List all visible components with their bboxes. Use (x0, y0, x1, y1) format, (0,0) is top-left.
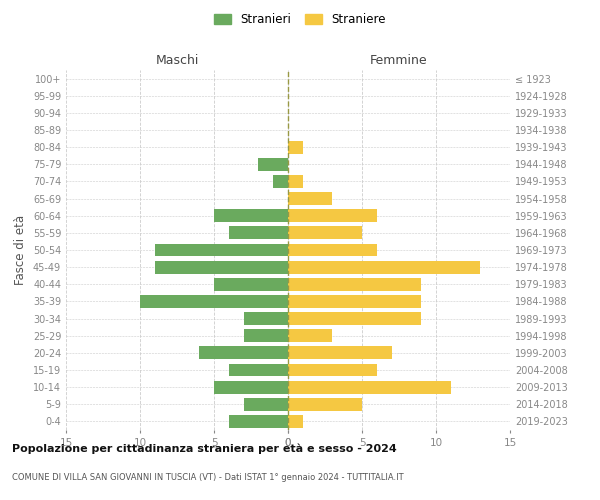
Bar (155, 260, 288, 274)
Bar (199, 346, 288, 360)
Bar (288, 380, 451, 394)
Bar (288, 244, 377, 256)
Bar (288, 346, 392, 360)
Bar (229, 415, 288, 428)
Bar (288, 364, 377, 376)
Bar (229, 364, 288, 376)
Bar (288, 330, 332, 342)
Bar (214, 380, 288, 394)
Bar (288, 210, 377, 222)
Bar (273, 175, 288, 188)
Bar (288, 415, 303, 428)
Bar (229, 226, 288, 239)
Legend: Stranieri, Straniere: Stranieri, Straniere (209, 8, 391, 31)
Bar (214, 210, 288, 222)
Bar (155, 244, 288, 256)
Bar (140, 295, 288, 308)
Bar (288, 312, 421, 325)
Bar (214, 278, 288, 290)
Bar (288, 295, 421, 308)
Y-axis label: Fasce di età: Fasce di età (14, 215, 27, 285)
Title: Maschi: Maschi (155, 54, 199, 68)
Bar (288, 140, 303, 153)
Text: COMUNE DI VILLA SAN GIOVANNI IN TUSCIA (VT) - Dati ISTAT 1° gennaio 2024 - TUTTI: COMUNE DI VILLA SAN GIOVANNI IN TUSCIA (… (12, 473, 404, 482)
Text: Popolazione per cittadinanza straniera per età e sesso - 2024: Popolazione per cittadinanza straniera p… (12, 444, 397, 454)
Title: Femmine: Femmine (370, 54, 428, 68)
Bar (288, 175, 303, 188)
Bar (244, 312, 288, 325)
Bar (244, 398, 288, 410)
Bar (244, 330, 288, 342)
Bar (288, 398, 362, 410)
Bar (259, 158, 288, 170)
Bar (288, 278, 421, 290)
Bar (288, 260, 481, 274)
Bar (288, 192, 332, 205)
Bar (288, 226, 362, 239)
